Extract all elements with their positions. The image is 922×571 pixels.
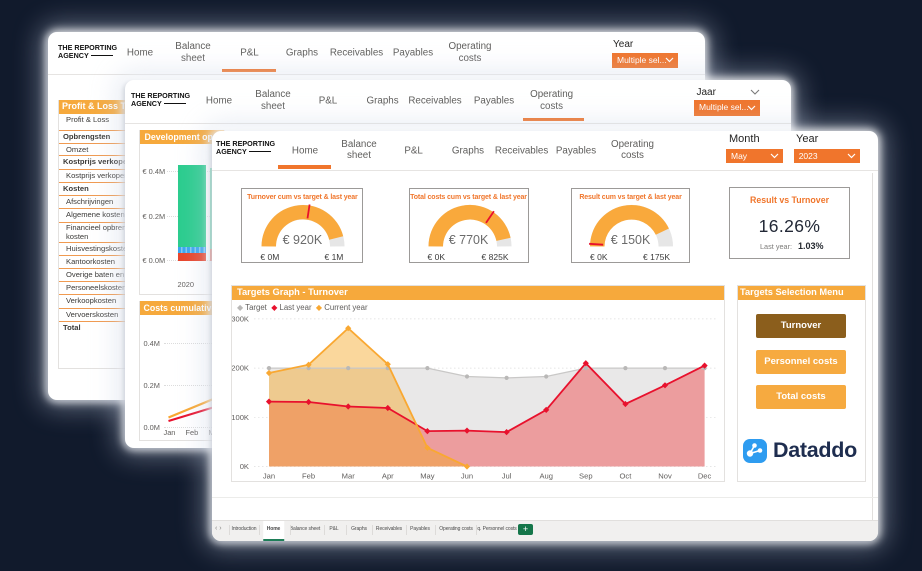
svg-text:300K: 300K [232,314,249,323]
svg-text:Apr: Apr [382,472,394,481]
svg-text:Jan: Jan [263,472,275,481]
svg-text:May: May [420,472,435,481]
svg-text:0K: 0K [240,462,249,471]
svg-text:Nov: Nov [658,472,672,481]
svg-text:200K: 200K [232,364,249,373]
svg-text:Sep: Sep [579,472,593,481]
svg-text:Dec: Dec [698,472,712,481]
svg-text:Mar: Mar [342,472,356,481]
svg-text:100K: 100K [232,413,249,422]
svg-text:Jun: Jun [461,472,473,481]
svg-text:Feb: Feb [302,472,315,481]
svg-text:Aug: Aug [539,472,553,481]
svg-text:Jul: Jul [502,472,512,481]
svg-text:Oct: Oct [619,472,632,481]
